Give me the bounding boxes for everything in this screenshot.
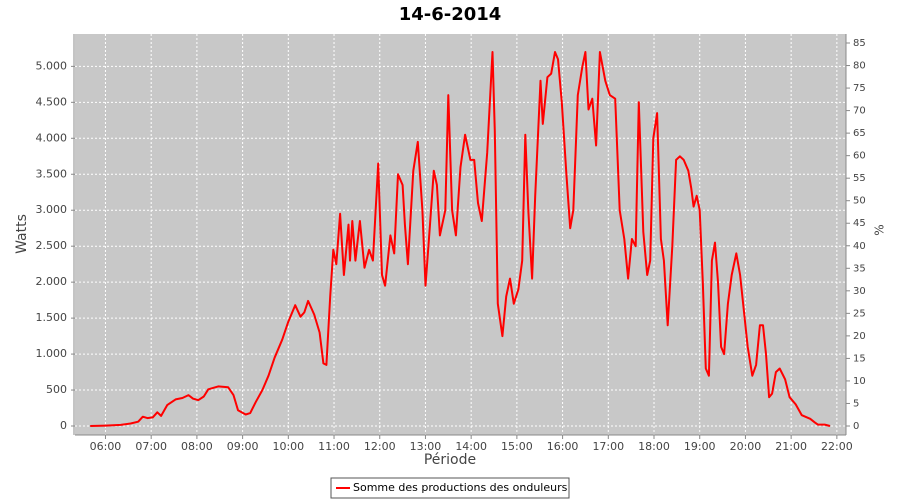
y2-tick-label: 65	[853, 128, 866, 139]
x-tick-label: 16:00	[547, 440, 579, 453]
y2-tick-label: 0	[853, 421, 859, 432]
y2-tick-label: 5	[853, 398, 859, 409]
y-axis-label: Watts	[14, 214, 30, 254]
x-tick-label: 12:00	[364, 440, 396, 453]
x-axis-label: Période	[424, 452, 476, 468]
legend	[330, 477, 570, 499]
y-tick-label: 3.500	[36, 167, 68, 180]
x-tick-label: 10:00	[272, 440, 304, 453]
y2-tick-label: 10	[853, 376, 866, 387]
y2-tick-label: 80	[853, 61, 866, 72]
y-tick-label: 4.000	[36, 131, 68, 144]
y-tick-label: 5.000	[36, 59, 68, 72]
y2-tick-label: 75	[853, 83, 866, 94]
x-tick-label: 14:00	[455, 440, 487, 453]
x-tick-label: 13:00	[410, 440, 442, 453]
y-tick-label: 0	[60, 419, 67, 432]
y2-tick-label: 15	[853, 353, 866, 364]
x-tick-label: 20:00	[730, 440, 762, 453]
y2-tick-label: 40	[853, 241, 866, 252]
x-tick-label: 09:00	[227, 440, 259, 453]
x-tick-label: 06:00	[90, 440, 122, 453]
x-tick-label: 08:00	[181, 440, 213, 453]
y-tick-label: 3.000	[36, 203, 68, 216]
x-tick-label: 11:00	[318, 440, 350, 453]
y2-tick-label: 30	[853, 286, 866, 297]
x-tick-label: 18:00	[638, 440, 670, 453]
y2-tick-label: 70	[853, 106, 866, 117]
y-tick-label: 4.500	[36, 95, 68, 108]
y2-tick-label: 20	[853, 331, 866, 342]
x-tick-label: 17:00	[592, 440, 624, 453]
legend-label: Somme des productions des onduleurs	[353, 481, 568, 494]
y-tick-label: 1.000	[36, 347, 68, 360]
y-tick-label: 500	[46, 383, 67, 396]
x-tick-label: 21:00	[775, 440, 807, 453]
y2-tick-label: 35	[853, 263, 866, 274]
y2-tick-label: 25	[853, 308, 866, 319]
series-line	[90, 51, 831, 427]
y-tick-label: 2.000	[36, 275, 68, 288]
x-tick-label: 07:00	[135, 440, 167, 453]
plot-area	[75, 34, 846, 435]
y-tick-label: 2.500	[36, 239, 68, 252]
x-tick-label: 19:00	[684, 440, 716, 453]
y2-tick-label: 45	[853, 218, 866, 229]
y-tick-label: 1.500	[36, 311, 68, 324]
y2-tick-label: 85	[853, 38, 866, 49]
x-tick-label: 15:00	[501, 440, 533, 453]
x-tick-label: 22:00	[821, 440, 853, 453]
y2-tick-label: 60	[853, 151, 866, 162]
chart-title: 14-6-2014	[399, 4, 502, 25]
y2-axis-label: %	[873, 224, 887, 235]
y2-tick-label: 50	[853, 196, 866, 207]
y2-tick-label: 55	[853, 173, 866, 184]
